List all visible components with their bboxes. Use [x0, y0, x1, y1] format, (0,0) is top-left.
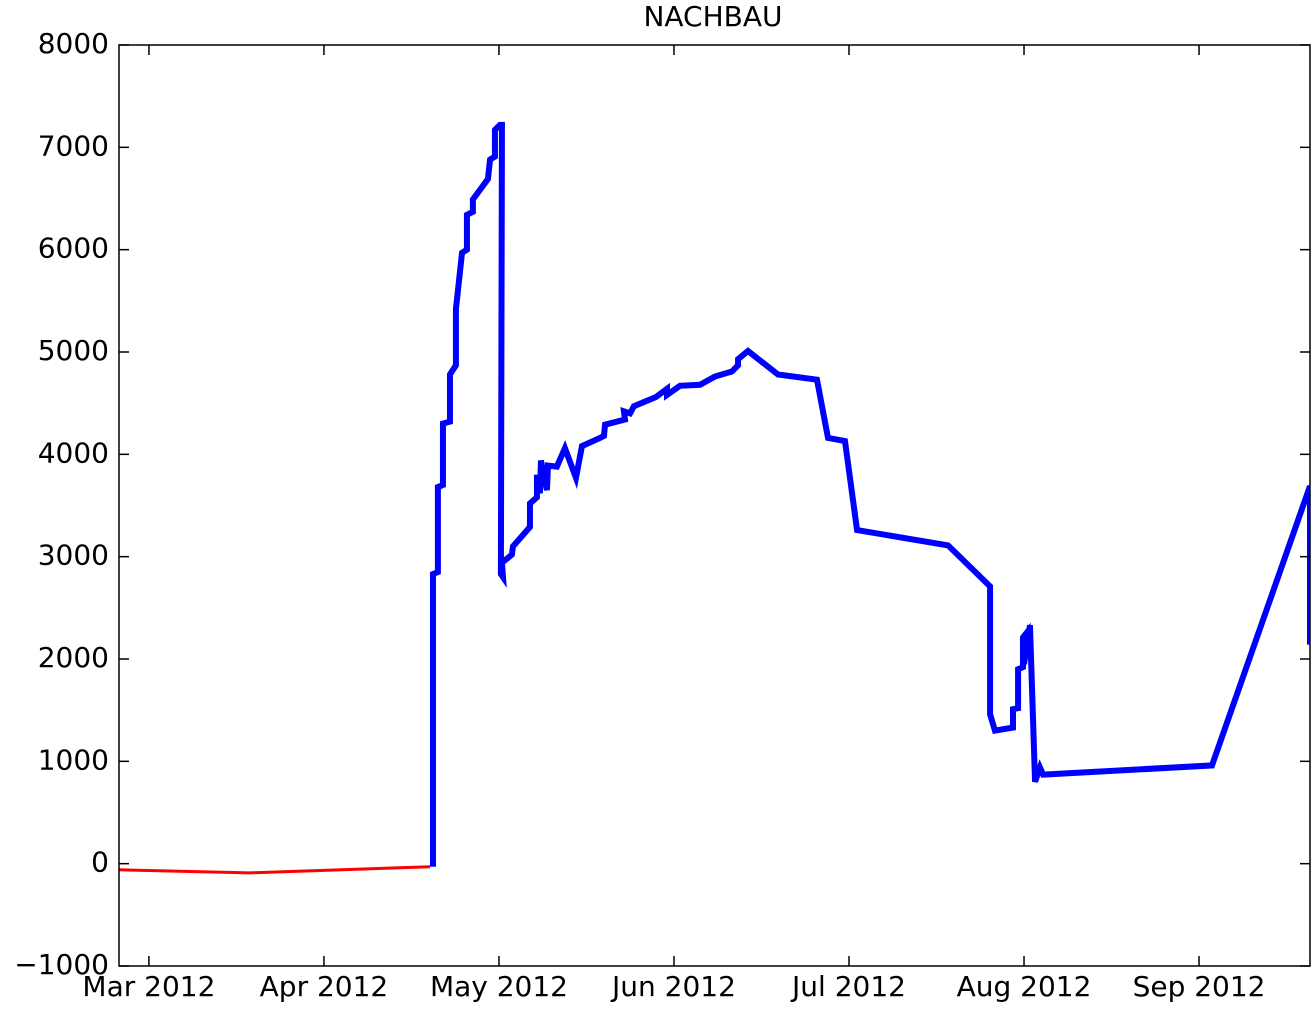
x-tick-label: Apr 2012	[260, 970, 389, 1003]
x-tick-label: Sep 2012	[1133, 970, 1266, 1003]
data-line	[429, 121, 1310, 867]
y-tick-label: 2000	[38, 641, 109, 674]
y-tick-label: 1000	[38, 743, 109, 776]
y-tick-label: 6000	[38, 232, 109, 265]
y-tick-label: 5000	[38, 334, 109, 367]
plot-frame	[118, 44, 1311, 967]
x-tick-label: May 2012	[430, 970, 568, 1003]
x-tick-label: Jun 2012	[610, 970, 736, 1003]
data-line	[119, 865, 431, 875]
x-tick-label: Mar 2012	[82, 970, 215, 1003]
y-tick-label: 4000	[38, 436, 109, 469]
plot-lines	[119, 121, 1310, 875]
chart-title: NACHBAU	[643, 0, 782, 33]
y-tick-label: 8000	[38, 27, 109, 60]
y-tick-label: 7000	[38, 129, 109, 162]
x-tick-label: Jul 2012	[790, 970, 906, 1003]
x-tick-label: Aug 2012	[957, 970, 1092, 1003]
y-tick-label: 0	[91, 846, 109, 879]
y-tick-label: −1000	[14, 948, 109, 981]
y-tick-label: 3000	[38, 539, 109, 572]
